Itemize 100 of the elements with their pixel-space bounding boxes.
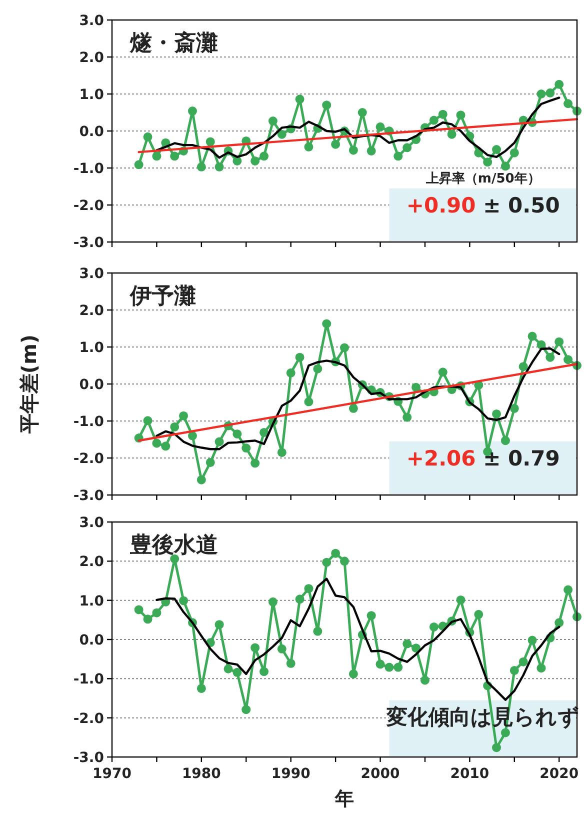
point — [536, 90, 546, 98]
point — [564, 355, 573, 364]
point — [134, 160, 144, 170]
y-tick-label: -3.0 — [73, 235, 104, 251]
point — [143, 416, 152, 426]
point — [518, 362, 528, 372]
point — [286, 368, 296, 378]
point — [250, 643, 260, 652]
point — [358, 108, 367, 117]
point — [232, 429, 242, 438]
text: 燧・斎灘 — [129, 30, 218, 56]
point — [429, 116, 438, 125]
point — [483, 158, 492, 167]
x-tick-label: 1990 — [271, 766, 311, 782]
point — [322, 319, 332, 328]
point — [438, 110, 448, 119]
point — [170, 422, 180, 432]
point — [366, 611, 376, 620]
point — [331, 140, 340, 149]
point — [554, 618, 564, 628]
point — [456, 595, 466, 604]
point — [224, 664, 233, 674]
y-tick-label: -1.0 — [73, 414, 104, 430]
text: 豊後水道 — [129, 533, 218, 558]
text: 伊予灘 — [129, 284, 196, 309]
point — [402, 412, 412, 422]
point — [510, 404, 519, 413]
point — [402, 639, 412, 648]
y-tick-label: -2.0 — [73, 198, 104, 214]
point — [196, 162, 206, 172]
point — [232, 156, 242, 166]
point — [500, 162, 510, 171]
point — [295, 594, 304, 604]
point — [376, 122, 385, 132]
point — [366, 146, 376, 156]
point — [546, 352, 555, 362]
point — [134, 605, 144, 614]
point — [420, 676, 430, 685]
y-tick-label: -2.0 — [73, 451, 104, 467]
point — [348, 146, 358, 155]
point — [394, 152, 403, 161]
y-tick-label: -1.0 — [73, 672, 104, 688]
point — [196, 684, 206, 693]
point — [143, 614, 152, 624]
point — [179, 411, 188, 420]
point — [554, 80, 564, 89]
y-tick-label: 2.0 — [79, 554, 104, 570]
point — [564, 585, 573, 594]
x-axis-title: 年 — [334, 788, 354, 810]
point — [528, 332, 537, 341]
point — [304, 142, 314, 152]
point — [492, 409, 502, 418]
point — [277, 130, 286, 139]
point — [152, 438, 162, 448]
point — [510, 666, 519, 675]
point — [214, 162, 224, 172]
point — [429, 622, 438, 632]
point — [412, 382, 421, 392]
y-tick-label: 1.0 — [79, 87, 104, 103]
y-tick-label: 3.0 — [79, 515, 104, 531]
y-tick-label: -3.0 — [73, 750, 104, 766]
point — [295, 352, 304, 362]
point — [170, 152, 180, 161]
y-tick-label: 0.0 — [79, 124, 104, 140]
point — [206, 137, 215, 146]
y-tick-label: 0.0 — [79, 632, 104, 648]
annotation: +0.90 ± 0.50 — [406, 193, 560, 218]
point — [152, 608, 162, 618]
point — [304, 584, 314, 594]
point — [214, 620, 224, 630]
point — [394, 662, 403, 672]
point — [295, 94, 304, 104]
x-tick-label: 1970 — [92, 766, 132, 782]
point — [250, 458, 260, 468]
x-tick-label: 1980 — [182, 766, 222, 782]
point — [188, 431, 197, 440]
y-tick-label: -2.0 — [73, 710, 104, 727]
y-tick-label: 3.0 — [79, 266, 104, 282]
y-tick-label: -3.0 — [73, 488, 104, 504]
y-tick-label: 2.0 — [79, 303, 104, 319]
point — [348, 669, 358, 678]
y-tick-label: 1.0 — [79, 340, 104, 356]
annotation: 上昇率（m/50年） — [424, 170, 540, 186]
y-tick-label: -1.0 — [73, 161, 104, 177]
x-tick-label: 2000 — [360, 766, 400, 782]
point — [500, 728, 510, 738]
point — [313, 626, 322, 636]
point — [161, 442, 170, 451]
point — [250, 156, 260, 166]
point — [536, 664, 546, 673]
point — [510, 148, 519, 158]
point — [260, 428, 269, 437]
point — [331, 548, 340, 558]
point — [546, 88, 555, 98]
point — [340, 343, 349, 352]
x-tick-label: 2020 — [540, 766, 579, 782]
annotation: +2.06 ± 0.79 — [406, 446, 560, 470]
y-tick-label: 2.0 — [79, 50, 104, 66]
point — [348, 404, 358, 413]
point — [554, 337, 564, 346]
